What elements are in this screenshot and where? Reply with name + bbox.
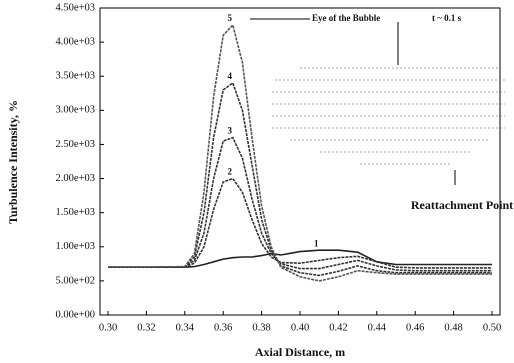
y-tick-label: 3.50e+03: [56, 71, 95, 82]
y-tick-label: 4.50e+03: [56, 2, 95, 13]
x-tick-label: 0.42: [329, 322, 347, 333]
series-label: 4: [228, 71, 233, 81]
series-line: [108, 250, 492, 267]
x-tick-label: 0.30: [99, 322, 117, 333]
series-label: 1: [314, 238, 319, 248]
x-tick-label: 0.48: [444, 322, 462, 333]
y-tick-label: 5.00e+02: [56, 275, 95, 286]
y-tick-label: 2.50e+03: [56, 139, 95, 150]
series-line: [108, 25, 492, 281]
series-label: 3: [228, 126, 233, 136]
y-tick-label: 1.50e+03: [56, 207, 95, 218]
x-tick-label: 0.36: [214, 322, 232, 333]
y-tick-label: 1.00e+03: [56, 241, 95, 252]
y-axis-title: Turbulence Intensity, %: [6, 100, 20, 224]
x-tick-label: 0.46: [406, 322, 424, 333]
annotation: Eye of the Bubble: [312, 13, 380, 23]
x-tick-label: 0.40: [291, 322, 309, 333]
x-tick-label: 0.32: [137, 322, 155, 333]
inset-vector-field: [272, 68, 505, 164]
y-tick-label: 3.00e+03: [56, 105, 95, 116]
x-axis-title: Axial Distance, m: [255, 345, 345, 359]
series-label: 2: [228, 167, 233, 177]
x-tick-label: 0.34: [176, 322, 195, 333]
annotation: Reattachment Point: [411, 198, 513, 212]
series-label: 5: [228, 13, 233, 23]
x-tick-label: 0.50: [483, 322, 501, 333]
x-tick-label: 0.44: [368, 322, 387, 333]
y-tick-label: 2.00e+03: [56, 173, 95, 184]
y-tick-label: 0.00e+00: [56, 309, 95, 320]
series-line: [108, 83, 492, 275]
y-tick-label: 4.00e+03: [56, 37, 95, 48]
series-line: [108, 179, 492, 268]
x-tick-label: 0.38: [252, 322, 270, 333]
chart: Eye of the Bubble t ~ 0.1 s Reattachment…: [0, 0, 514, 363]
annotation: t ~ 0.1 s: [432, 13, 462, 23]
